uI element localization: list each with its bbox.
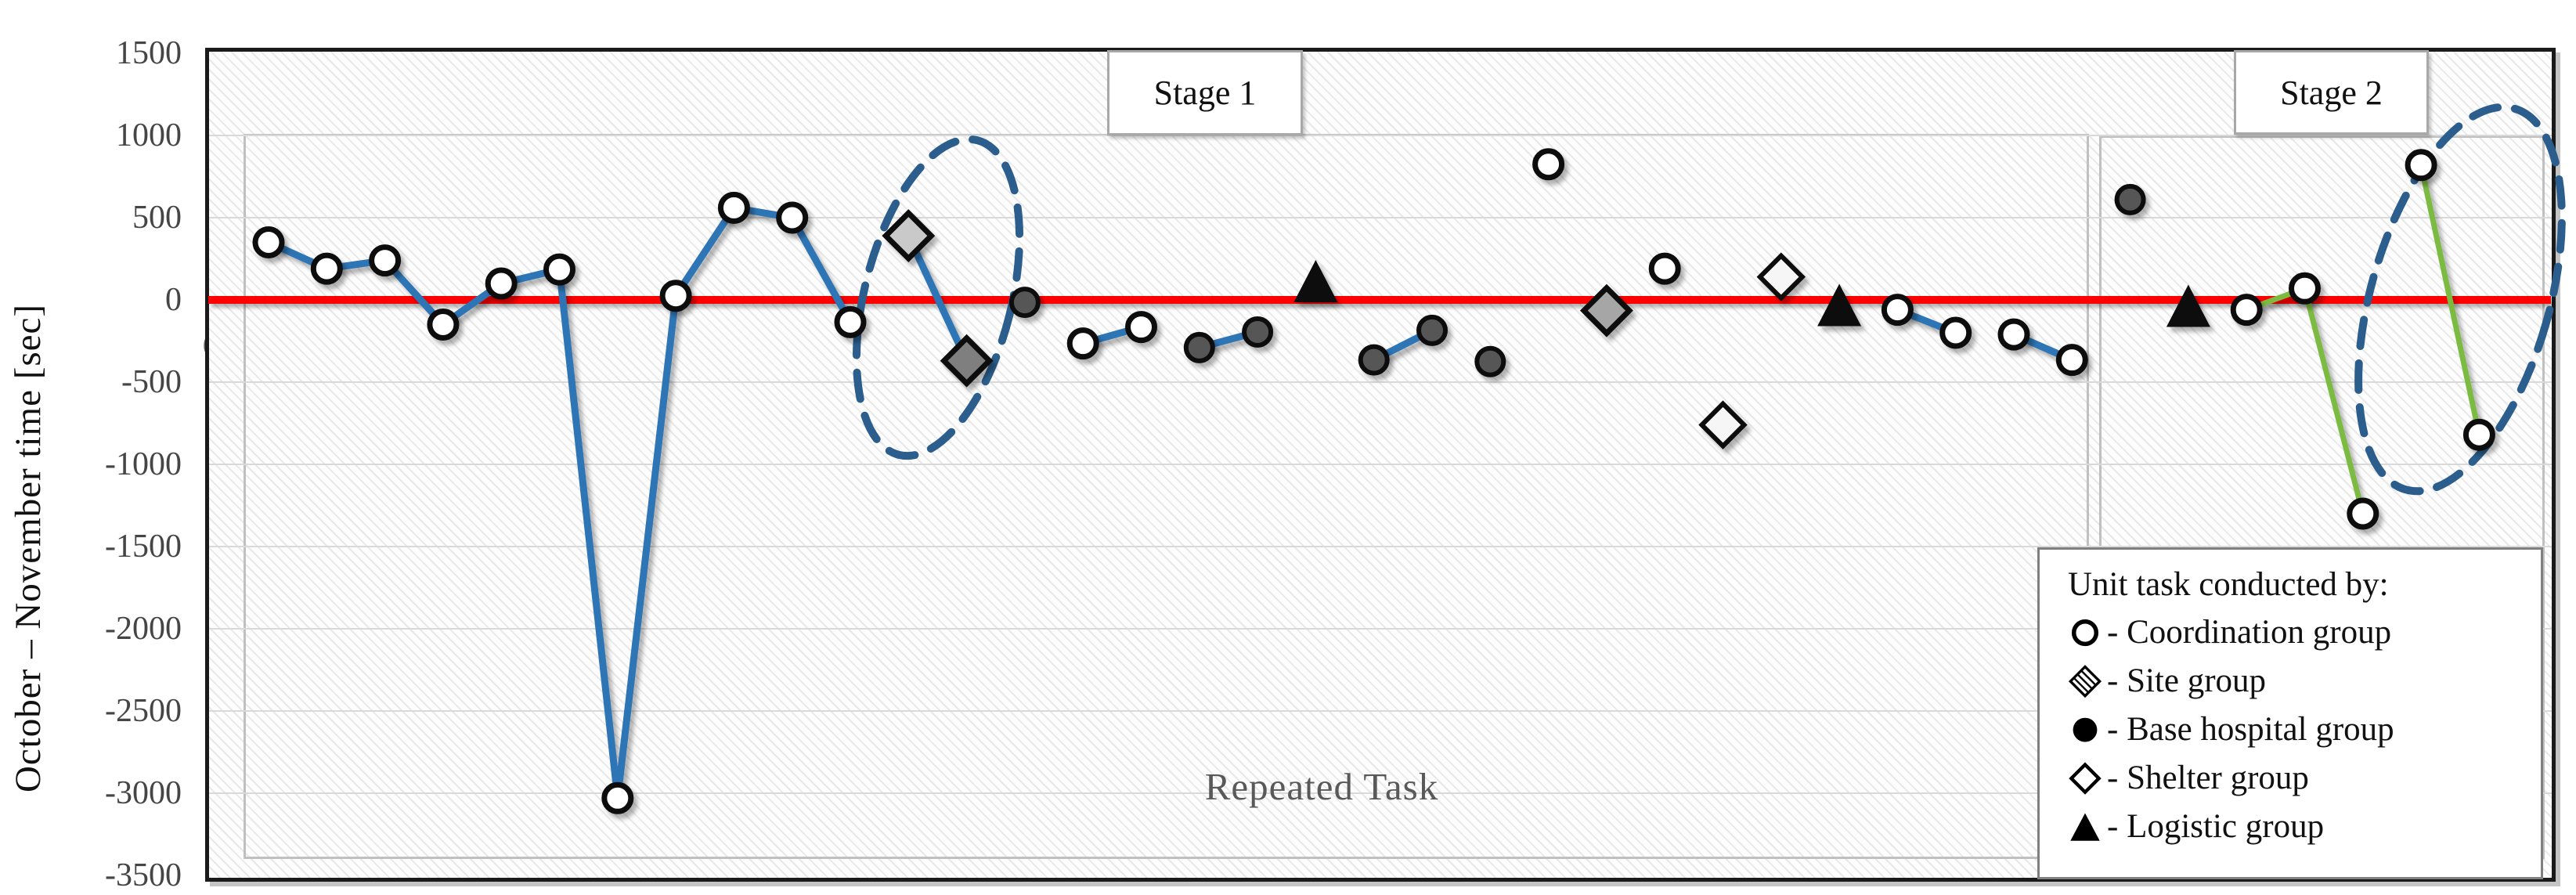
- repeated-task-annotation: Repeated Task: [1204, 765, 1439, 808]
- legend-item-site: - Site group: [2068, 656, 2533, 705]
- gridline: [209, 792, 2552, 794]
- stage1-region-box: [244, 134, 2089, 859]
- y-tick-label: 1500: [116, 35, 182, 71]
- legend-title: Unit task conducted by:: [2068, 566, 2389, 603]
- legend-item-label: - Site group: [2107, 662, 2267, 699]
- y-tick-label: 0: [165, 282, 182, 318]
- legend-item-shelter: - Shelter group: [2068, 753, 2533, 802]
- legend-item-logistic: - Logistic group: [2068, 802, 2533, 850]
- legend-item-label: - Coordination group: [2107, 613, 2392, 651]
- legend-item-base-hospital: - Base hospital group: [2068, 705, 2533, 753]
- y-tick-label: -3500: [105, 857, 182, 893]
- y-axis-title: October – November time [sec]: [8, 303, 49, 793]
- stage1-label: Stage 1: [1107, 50, 1303, 135]
- legend-item-coordination: - Coordination group: [2068, 608, 2533, 656]
- gridline: [209, 710, 2552, 712]
- site-hatched-diamond-icon: [2068, 665, 2102, 698]
- y-tick-label: -2000: [105, 611, 182, 647]
- legend-item-label: - Base hospital group: [2107, 710, 2394, 748]
- gridline: [209, 464, 2552, 465]
- y-tick-label: 500: [132, 200, 182, 236]
- y-tick-label: -1000: [105, 446, 182, 482]
- gridline: [209, 546, 2552, 547]
- legend: Unit task conducted by: - Coordination g…: [2037, 547, 2543, 879]
- legend-item-label: - Logistic group: [2107, 807, 2325, 845]
- y-tick-label: -500: [121, 364, 182, 400]
- coordination-circle-icon: [2071, 619, 2099, 647]
- legend-item-label: - Shelter group: [2107, 759, 2309, 796]
- logistic-triangle-icon: [2070, 813, 2100, 841]
- y-tick-label: -1500: [105, 529, 182, 565]
- gridline: [209, 217, 2552, 218]
- stage1-label-text: Stage 1: [1153, 74, 1257, 112]
- gridline: [209, 628, 2552, 630]
- stage2-label-text: Stage 2: [2280, 73, 2383, 112]
- base-hospital-filled-circle-icon: [2073, 717, 2098, 742]
- gridline: [209, 135, 2552, 136]
- y-tick-label: 1000: [116, 117, 182, 153]
- y-tick-label: -3000: [105, 775, 182, 811]
- stage2-label: Stage 2: [2234, 50, 2429, 135]
- gridline: [209, 381, 2552, 383]
- zero-reference-line: [208, 296, 2551, 304]
- shelter-diamond-icon: [2069, 762, 2102, 795]
- y-tick-label: -2500: [105, 693, 182, 729]
